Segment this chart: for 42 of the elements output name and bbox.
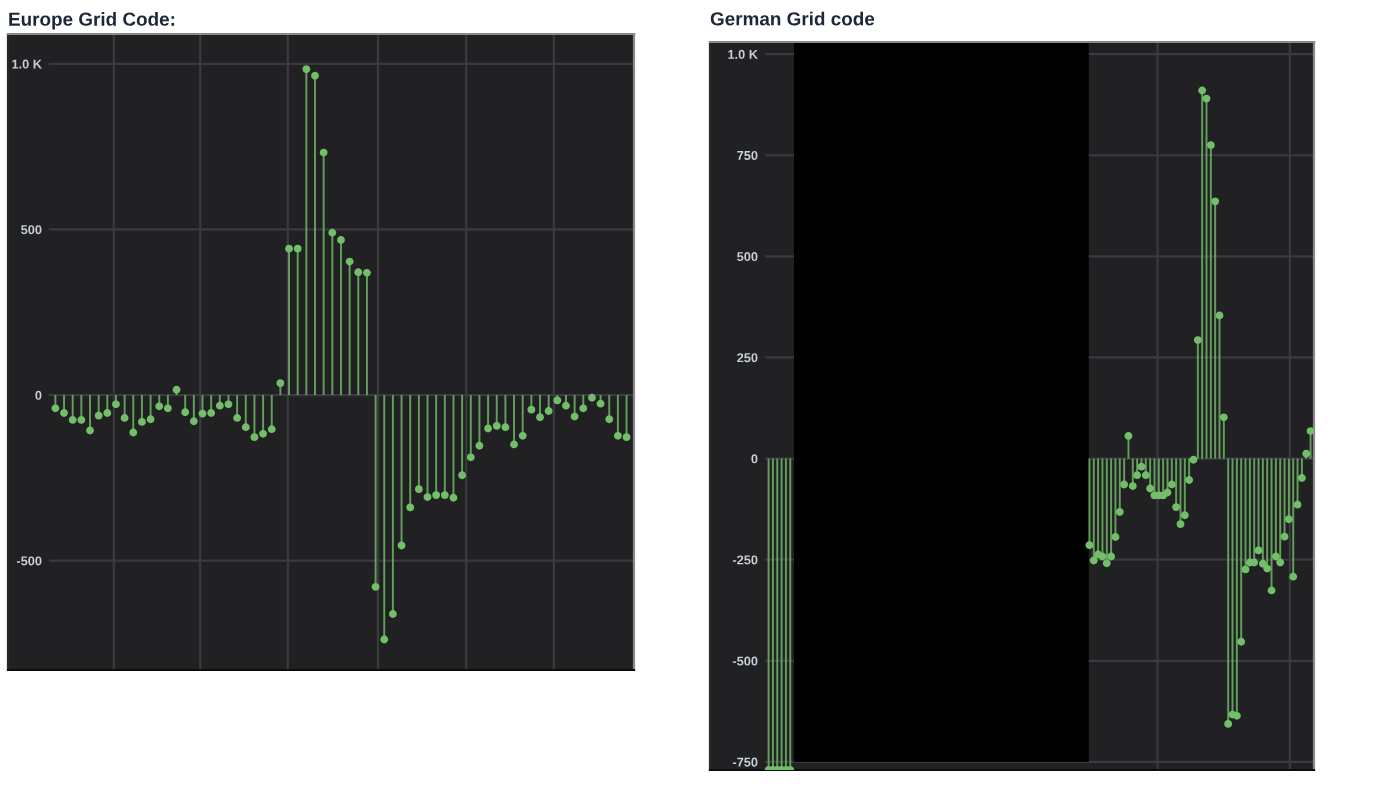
point xyxy=(1211,197,1220,206)
point xyxy=(1258,559,1267,568)
point xyxy=(1085,541,1094,550)
point xyxy=(1271,552,1280,561)
point xyxy=(1167,480,1176,489)
point xyxy=(1306,427,1314,435)
point xyxy=(1124,432,1133,440)
point xyxy=(1107,552,1116,561)
point xyxy=(1267,586,1276,595)
point xyxy=(1089,556,1098,565)
point xyxy=(1193,336,1202,344)
chart-title: German Grid code xyxy=(710,11,875,26)
point xyxy=(1297,474,1306,482)
point xyxy=(1293,500,1302,509)
point xyxy=(1254,546,1263,555)
point xyxy=(1111,533,1120,541)
point xyxy=(1224,719,1233,728)
point xyxy=(1146,484,1155,493)
point xyxy=(1180,511,1189,520)
point xyxy=(1276,558,1285,567)
point xyxy=(1102,559,1111,568)
point xyxy=(1284,515,1293,524)
point xyxy=(1263,564,1272,573)
point xyxy=(1206,141,1215,150)
point xyxy=(1137,462,1146,471)
point xyxy=(1172,503,1181,512)
point xyxy=(1280,532,1289,541)
chart-title: Europe Grid Code: xyxy=(9,11,175,30)
point xyxy=(1198,86,1207,95)
point xyxy=(1115,508,1124,516)
point xyxy=(1141,471,1150,480)
point xyxy=(1133,471,1142,480)
point xyxy=(1237,637,1246,646)
point xyxy=(1202,94,1211,103)
point xyxy=(1289,572,1298,581)
point xyxy=(1185,476,1194,484)
point xyxy=(1215,311,1224,320)
point xyxy=(1120,480,1129,489)
point xyxy=(1219,413,1228,422)
point xyxy=(1176,520,1185,529)
point xyxy=(1241,565,1250,574)
point xyxy=(1128,482,1137,491)
